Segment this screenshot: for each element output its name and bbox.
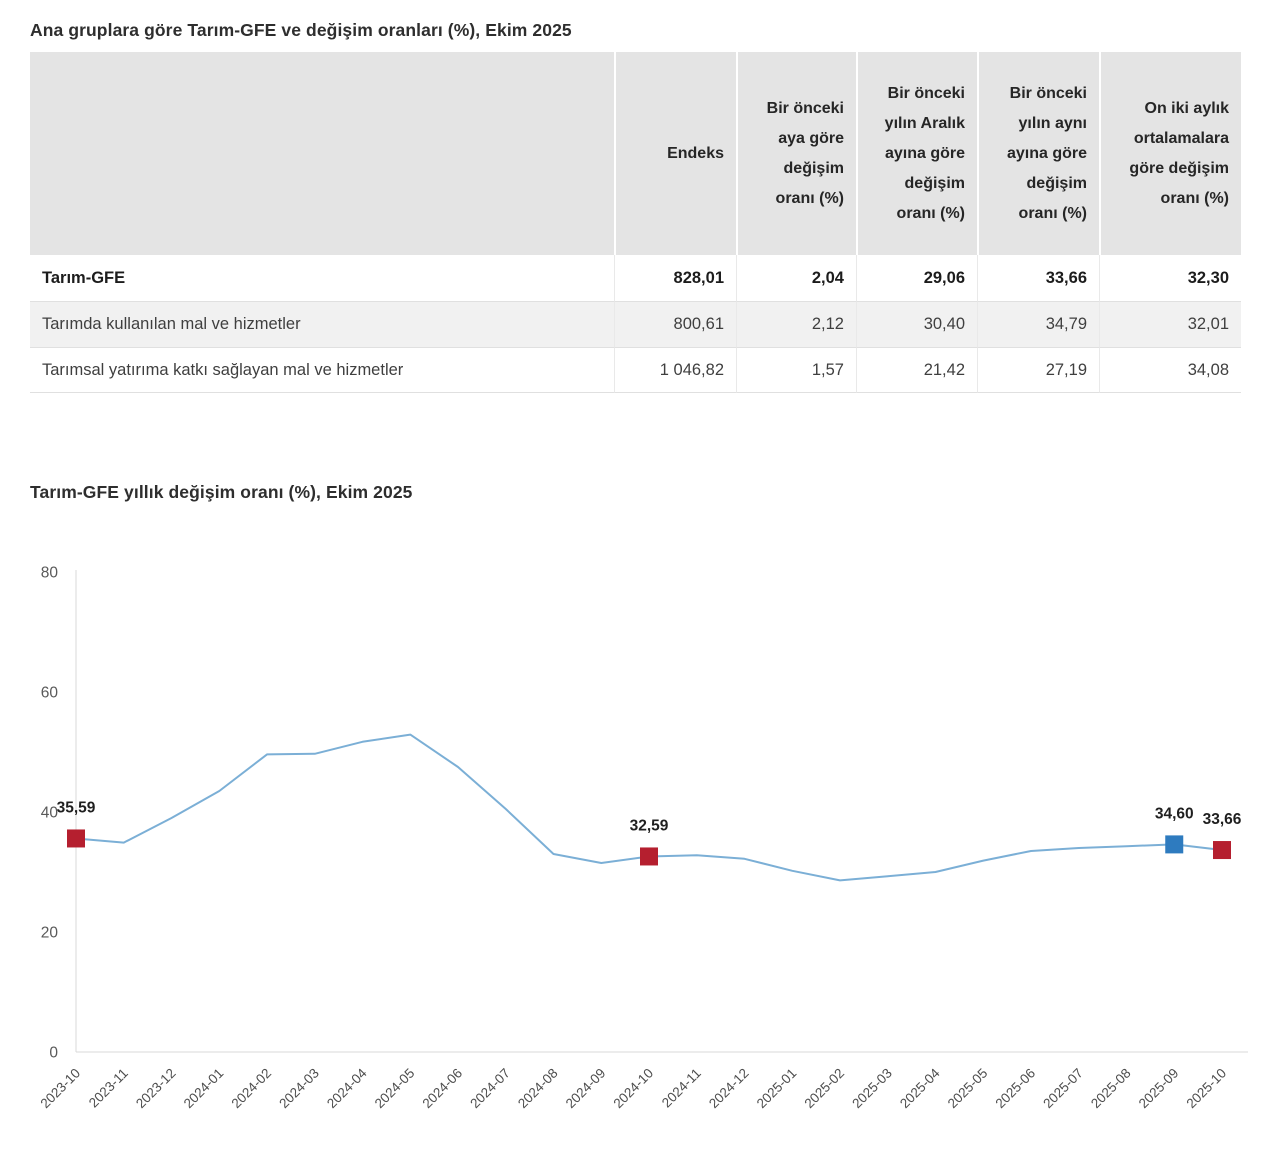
- cell-since-december: 21,42: [856, 347, 977, 393]
- x-tick-label: 2025-06: [992, 1066, 1038, 1112]
- x-tick-label: 2024-01: [181, 1066, 227, 1112]
- y-tick-label: 40: [41, 805, 59, 822]
- x-tick-label: 2024-05: [372, 1066, 418, 1112]
- x-tick-label: 2024-09: [563, 1066, 609, 1112]
- cell-12month-average: 32,30: [1099, 255, 1241, 301]
- cell-endeks: 1 046,82: [614, 347, 736, 393]
- x-tick-label: 2025-02: [801, 1066, 847, 1112]
- chart-title: Tarım-GFE yıllık değişim oranı (%), Ekim…: [30, 482, 413, 502]
- y-tick-label: 20: [41, 925, 59, 942]
- x-tick-label: 2025-07: [1040, 1066, 1086, 1112]
- x-tick-label: 2024-12: [706, 1066, 752, 1112]
- cell-12month-average: 34,08: [1099, 347, 1241, 393]
- table-row-goods-used: Tarımda kullanılan mal ve hizmetler 800,…: [30, 301, 1241, 347]
- x-tick-label: 2024-08: [515, 1066, 561, 1112]
- col-header-endeks: Endeks: [614, 52, 736, 255]
- y-tick-label: 80: [41, 565, 59, 582]
- cell-since-december: 30,40: [856, 301, 977, 347]
- col-header-yearly-change: Bir önceki yılın aynı ayına göre değişim…: [977, 52, 1099, 255]
- x-tick-label: 2024-06: [419, 1066, 465, 1112]
- x-tick-label: 2025-10: [1183, 1066, 1229, 1112]
- table-row-tarim-gfe: Tarım-GFE 828,01 2,04 29,06 33,66 32,30: [30, 255, 1241, 301]
- cell-monthly-change: 2,12: [736, 301, 856, 347]
- x-tick-label: 2025-08: [1088, 1066, 1134, 1112]
- data-point-label: 34,60: [1155, 805, 1194, 822]
- col-header-since-december: Bir önceki yılın Aralık ayına göre değiş…: [856, 52, 977, 255]
- x-tick-label: 2024-10: [610, 1066, 656, 1112]
- x-tick-label: 2024-03: [276, 1066, 322, 1112]
- x-tick-label: 2024-04: [324, 1065, 370, 1111]
- x-tick-label: 2025-03: [849, 1066, 895, 1112]
- y-tick-label: 60: [41, 685, 59, 702]
- data-point-marker[interactable]: [1213, 841, 1231, 860]
- table-header-row: Endeks Bir önceki aya göre değişim oranı…: [30, 52, 1241, 255]
- data-point-marker[interactable]: [1165, 835, 1184, 854]
- x-tick-label: 2023-12: [133, 1066, 179, 1112]
- row-label: Tarımsal yatırıma katkı sağlayan mal ve …: [30, 347, 614, 393]
- col-header-12month-average: On iki aylık ortalamalara göre değişim o…: [1099, 52, 1241, 255]
- col-header-monthly-change: Bir önceki aya göre değişim oranı (%): [736, 52, 856, 255]
- x-tick-label: 2024-07: [467, 1066, 513, 1112]
- row-label: Tarımda kullanılan mal ve hizmetler: [30, 301, 614, 347]
- annual-change-line-chart[interactable]: 0 20 40 60 80 2023-10 2023-11 2023-12 2024-01 202…: [0, 560, 1280, 1154]
- cell-monthly-change: 1,57: [736, 347, 856, 393]
- x-tick-label: 2025-05: [945, 1066, 991, 1112]
- table-row-investment-goods: Tarımsal yatırıma katkı sağlayan mal ve …: [30, 347, 1241, 393]
- x-tick-label: 2024-11: [659, 1066, 704, 1111]
- cell-yearly-change: 27,19: [977, 347, 1099, 393]
- table-title: Ana gruplara göre Tarım-GFE ve değişim o…: [30, 20, 572, 40]
- x-tick-label: 2025-01: [754, 1066, 800, 1112]
- x-tick-label: 2025-09: [1136, 1066, 1182, 1112]
- cell-yearly-change: 33,66: [977, 255, 1099, 301]
- data-point-label: 33,66: [1203, 811, 1242, 828]
- data-point-label: 32,59: [630, 817, 669, 834]
- x-tick-label: 2023-10: [37, 1066, 83, 1112]
- cell-12month-average: 32,01: [1099, 301, 1241, 347]
- row-label: Tarım-GFE: [30, 255, 614, 301]
- x-tick-label: 2025-04: [897, 1065, 943, 1111]
- cell-endeks: 828,01: [614, 255, 736, 301]
- cell-since-december: 29,06: [856, 255, 977, 301]
- col-header-empty: [30, 52, 614, 255]
- cell-yearly-change: 34,79: [977, 301, 1099, 347]
- cell-monthly-change: 2,04: [736, 255, 856, 301]
- data-point-marker[interactable]: [640, 847, 658, 866]
- data-point-label: 35,59: [57, 799, 96, 816]
- x-tick-label: 2024-02: [228, 1066, 274, 1112]
- y-tick-label: 0: [49, 1045, 58, 1062]
- main-groups-table: Endeks Bir önceki aya göre değişim oranı…: [30, 52, 1241, 393]
- x-tick-label: 2023-11: [86, 1066, 131, 1111]
- cell-endeks: 800,61: [614, 301, 736, 347]
- data-point-marker[interactable]: [67, 829, 85, 848]
